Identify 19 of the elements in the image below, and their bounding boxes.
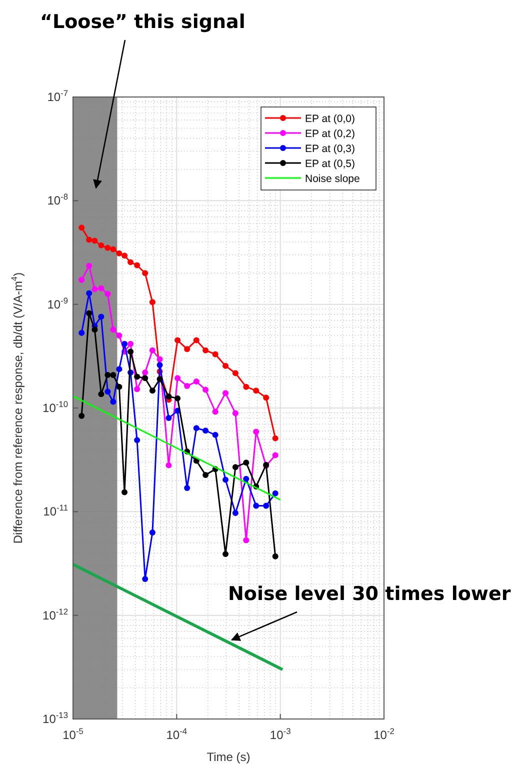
y-tick-label: 10$^{-8}$	[47, 192, 68, 208]
x-tick-label: 10$^{-4}$	[166, 726, 188, 742]
y-tick-label: 10$^{-10}$	[42, 399, 68, 415]
x-tick-label: 10$^{-3}$	[270, 726, 292, 742]
legend-label: Noise slope	[305, 173, 360, 185]
y-tick-label: 10$^{-9}$	[47, 295, 68, 312]
y-tick-label: 10$^{-12}$	[42, 606, 68, 622]
y-tick-label: 10$^{-11}$	[43, 502, 68, 519]
legend-label: EP at (0,3)	[305, 143, 355, 155]
legend-label: EP at (0,2)	[305, 128, 355, 140]
legend-label: EP at (0,5)	[305, 158, 355, 170]
y-tick-label: 10$^{-7}$	[47, 88, 68, 104]
y-tick-label: 10$^{-13}$	[42, 710, 68, 726]
text: “Loose” this signal	[40, 11, 246, 33]
x-tick-label: 10$^{-2}$	[374, 726, 395, 742]
x-axis-title: Time (s)	[206, 750, 250, 764]
x-tick-label: 10$^{-5}$	[62, 726, 84, 742]
annotation: Noise level 30 times lower	[228, 583, 512, 605]
legend-label: EP at (0,0)	[305, 113, 355, 125]
